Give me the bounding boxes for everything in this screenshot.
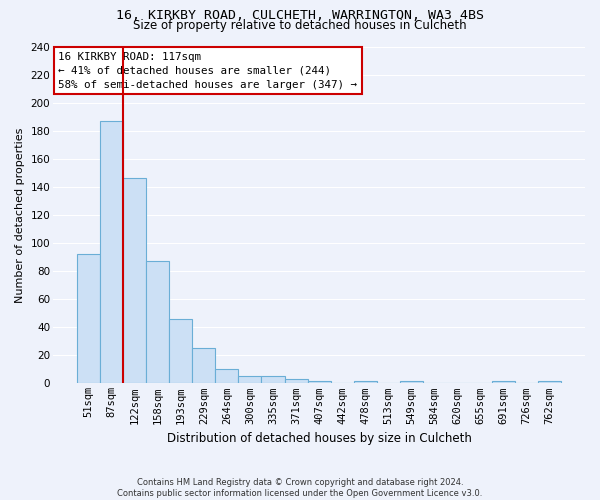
Bar [193, 348, 215, 384]
Bar [308, 380, 331, 384]
Bar [538, 380, 561, 384]
Bar [262, 376, 284, 384]
Text: 16, KIRKBY ROAD, CULCHETH, WARRINGTON, WA3 4BS: 16, KIRKBY ROAD, CULCHETH, WARRINGTON, W… [116, 9, 484, 22]
Bar [169, 319, 193, 384]
Bar [124, 178, 146, 384]
Bar [284, 379, 308, 384]
Bar [400, 380, 422, 384]
Bar [100, 121, 124, 384]
X-axis label: Distribution of detached houses by size in Culcheth: Distribution of detached houses by size … [167, 432, 472, 445]
Bar [353, 380, 377, 384]
Text: 16 KIRKBY ROAD: 117sqm
← 41% of detached houses are smaller (244)
58% of semi-de: 16 KIRKBY ROAD: 117sqm ← 41% of detached… [58, 52, 358, 90]
Bar [146, 262, 169, 384]
Bar [238, 376, 262, 384]
Text: Contains HM Land Registry data © Crown copyright and database right 2024.
Contai: Contains HM Land Registry data © Crown c… [118, 478, 482, 498]
Y-axis label: Number of detached properties: Number of detached properties [15, 128, 25, 302]
Bar [492, 380, 515, 384]
Bar [215, 370, 238, 384]
Bar [77, 254, 100, 384]
Text: Size of property relative to detached houses in Culcheth: Size of property relative to detached ho… [133, 19, 467, 32]
